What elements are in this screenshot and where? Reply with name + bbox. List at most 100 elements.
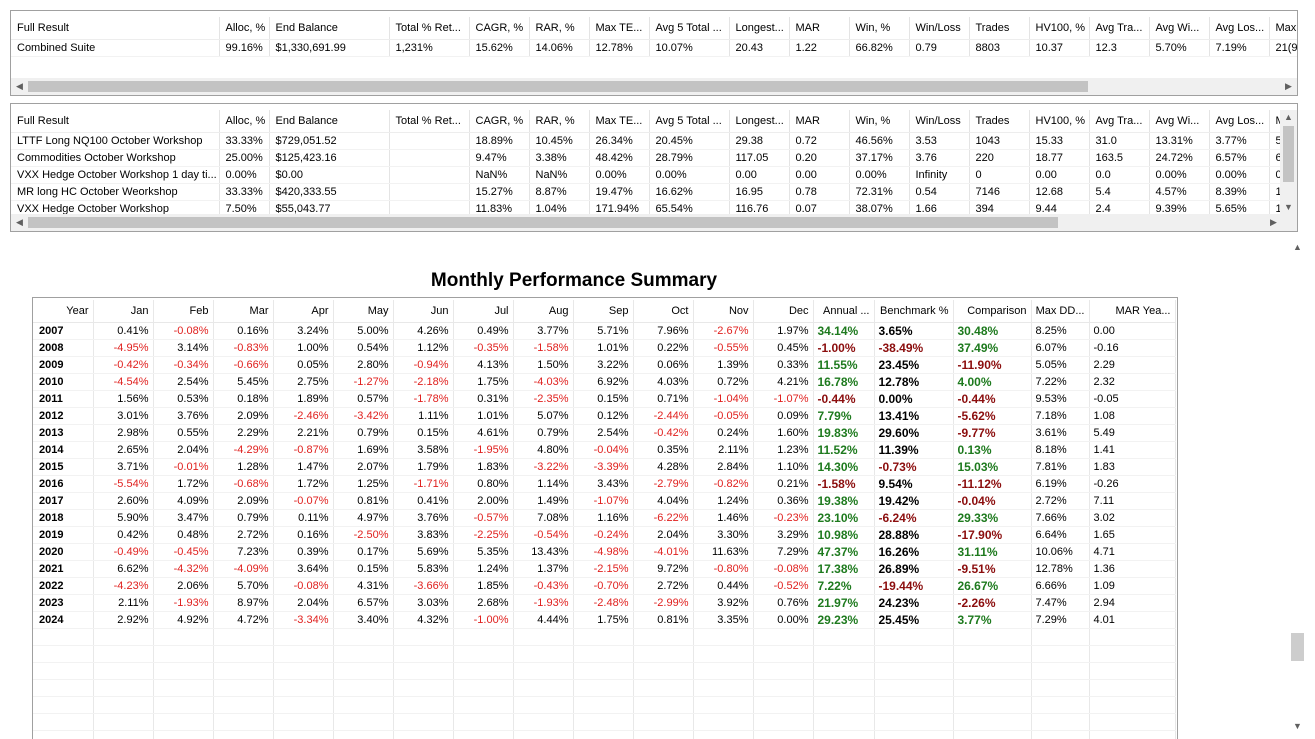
table-row[interactable]: MR long HC October Weorkshop 33.33% $420,3… — [11, 183, 1297, 201]
table-cell: 5.71% — [573, 322, 634, 340]
column-header[interactable]: Full Result — [11, 17, 220, 40]
column-header[interactable]: Sep — [573, 300, 634, 323]
column-header[interactable]: RAR, % — [529, 110, 590, 133]
table-row[interactable]: 2010 -4.54% 2.54% 5.45% 2.75% -1.27% -2.18% 1.7… — [33, 373, 1176, 391]
table-cell: -4.98% — [573, 543, 634, 561]
column-header[interactable]: Avg Tra... — [1089, 110, 1150, 133]
table-row[interactable]: 2007 0.41% -0.08% 0.16% 3.24% 5.00% 4.26% 0.49%… — [33, 322, 1176, 340]
table-cell: -11.90% — [953, 356, 1032, 374]
column-header[interactable]: Avg Wi... — [1149, 17, 1210, 40]
column-header[interactable]: Max — [1269, 17, 1297, 40]
column-header[interactable]: Avg 5 Total ... — [649, 110, 730, 133]
scroll-up-icon[interactable]: ▲ — [1293, 242, 1302, 252]
column-header[interactable]: Annual ... — [813, 300, 875, 323]
scroll-down-icon[interactable]: ▼ — [1293, 721, 1302, 731]
column-header[interactable]: Max TE... — [589, 17, 650, 40]
table-row[interactable]: 2013 2.98% 0.55% 2.29% 2.21% 0.79% 0.15% 4.61% 0… — [33, 424, 1176, 442]
table-row[interactable]: Combined Suite 99.16% $1,330,691.99 1,231% 1… — [11, 39, 1297, 57]
column-header[interactable]: Year — [33, 300, 94, 323]
table-cell: 1.04% — [529, 200, 590, 218]
column-header[interactable]: Total % Ret... — [389, 17, 470, 40]
table-row[interactable]: 2011 1.56% 0.53% 0.18% 1.89% 0.57% -1.78% 0.31%… — [33, 390, 1176, 408]
column-header[interactable]: Oct — [633, 300, 694, 323]
table-row[interactable]: 2020 -0.49% -0.45% 7.23% 0.39% 0.17% 5.69% 5.35… — [33, 543, 1176, 561]
summary-hscrollbar[interactable]: ◀ ▶ — [11, 78, 1297, 95]
column-header[interactable]: HV100, % — [1029, 110, 1090, 133]
column-header[interactable]: Avg 5 Total ... — [649, 17, 730, 40]
column-header[interactable]: HV100, % — [1029, 17, 1090, 40]
scroll-left-icon[interactable]: ◀ — [16, 217, 23, 227]
column-header[interactable]: MAR Yea... — [1089, 300, 1176, 323]
scroll-right-icon[interactable]: ▶ — [1270, 217, 1277, 227]
column-header[interactable]: Win, % — [849, 110, 910, 133]
table-row[interactable]: 2016 -5.54% 1.72% -0.68% 1.72% 1.25% -1.71% 0.8… — [33, 475, 1176, 493]
column-header[interactable]: Jun — [393, 300, 454, 323]
column-header[interactable]: Aug — [513, 300, 574, 323]
table-row[interactable]: 2021 6.62% -4.32% -4.09% 3.64% 0.15% 5.83% 1.24… — [33, 560, 1176, 578]
table-row[interactable]: 2019 0.42% 0.48% 2.72% 0.16% -2.50% 3.83% -2.25… — [33, 526, 1176, 544]
column-header[interactable]: Nov — [693, 300, 754, 323]
column-header[interactable]: Longest... — [729, 17, 790, 40]
column-header[interactable]: Win/Loss — [909, 110, 970, 133]
column-header[interactable]: Avg Los... — [1209, 110, 1270, 133]
page-vscrollbar[interactable]: ▲ ▼ — [1289, 240, 1306, 739]
table-cell: 12.3 — [1089, 39, 1150, 57]
column-header[interactable]: Avg Wi... — [1149, 110, 1210, 133]
column-header[interactable]: Win, % — [849, 17, 910, 40]
table-row[interactable]: 2015 3.71% -0.01% 1.28% 1.47% 2.07% 1.79% 1.83%… — [33, 458, 1176, 476]
systems-grid[interactable]: Full Result Alloc, % End Balance Total % Re… — [10, 103, 1298, 232]
column-header[interactable]: Comparison — [953, 300, 1032, 323]
column-header[interactable]: Max TE... — [589, 110, 650, 133]
column-header[interactable]: Mar — [213, 300, 274, 323]
column-header[interactable]: Trades — [969, 110, 1030, 133]
scrollbar-thumb[interactable] — [28, 217, 1058, 228]
column-header[interactable]: Dec — [753, 300, 814, 323]
scroll-down-icon[interactable]: ▼ — [1284, 202, 1293, 212]
column-header[interactable]: Jul — [453, 300, 514, 323]
scrollbar-thumb[interactable] — [1283, 126, 1294, 182]
column-header[interactable]: CAGR, % — [469, 17, 530, 40]
column-header[interactable]: CAGR, % — [469, 110, 530, 133]
summary-grid[interactable]: Full Result Alloc, % End Balance Total % Re… — [10, 10, 1298, 96]
column-header[interactable]: Jan — [93, 300, 154, 323]
column-header[interactable]: Avg Los... — [1209, 17, 1270, 40]
column-header[interactable]: Avg Tra... — [1089, 17, 1150, 40]
column-header[interactable]: Trades — [969, 17, 1030, 40]
table-row[interactable]: 2023 2.11% -1.93% 8.97% 2.04% 6.57% 3.03% 2.68%… — [33, 594, 1176, 612]
column-header[interactable]: Alloc, % — [219, 17, 270, 40]
scroll-left-icon[interactable]: ◀ — [16, 81, 23, 91]
column-header[interactable]: Feb — [153, 300, 214, 323]
scrollbar-thumb[interactable] — [1291, 633, 1304, 661]
column-header[interactable]: Apr — [273, 300, 334, 323]
column-header[interactable]: Full Result — [11, 110, 220, 133]
scroll-right-icon[interactable]: ▶ — [1285, 81, 1292, 91]
systems-vscrollbar[interactable]: ▲ ▼ — [1280, 110, 1297, 214]
column-header[interactable]: Max DD... — [1031, 300, 1090, 323]
column-header[interactable]: Benchmark % — [874, 300, 954, 323]
column-header[interactable]: MAR — [789, 17, 850, 40]
column-header[interactable]: May — [333, 300, 394, 323]
column-header[interactable]: End Balance — [269, 17, 390, 40]
table-row[interactable]: 2024 2.92% 4.92% 4.72% -3.34% 3.40% 4.32% -1.00… — [33, 611, 1176, 629]
table-row[interactable]: 2008 -4.95% 3.14% -0.83% 1.00% 0.54% 1.12% -0.3… — [33, 339, 1176, 357]
table-row[interactable]: VXX Hedge October Workshop 1 day ti... 0.… — [11, 166, 1297, 184]
column-header[interactable]: Longest... — [729, 110, 790, 133]
systems-hscrollbar[interactable]: ◀ ▶ — [11, 214, 1297, 231]
scroll-up-icon[interactable]: ▲ — [1284, 112, 1293, 122]
column-header[interactable]: Alloc, % — [219, 110, 270, 133]
column-header[interactable]: RAR, % — [529, 17, 590, 40]
table-row[interactable]: LTTF Long NQ100 October Workshop 33.33% $7… — [11, 132, 1297, 150]
table-row[interactable]: 2014 2.65% 2.04% -4.29% -0.87% 1.69% 3.58% -1.9… — [33, 441, 1176, 459]
table-row[interactable]: 2009 -0.42% -0.34% -0.66% 0.05% 2.80% -0.94% 4.… — [33, 356, 1176, 374]
column-header[interactable]: MAR — [789, 110, 850, 133]
table-row[interactable]: 2012 3.01% 3.76% 2.09% -2.46% -3.42% 1.11% 1.01… — [33, 407, 1176, 425]
table-row[interactable]: 2018 5.90% 3.47% 0.79% 0.11% 4.97% 3.76% -0.57%… — [33, 509, 1176, 527]
table-row[interactable]: 2022 -4.23% 2.06% 5.70% -0.08% 4.31% -3.66% 1.8… — [33, 577, 1176, 595]
column-header[interactable]: Win/Loss — [909, 17, 970, 40]
monthly-grid[interactable]: Year Jan Feb Mar Apr May Jun Jul Aug Sep Oct Nov Dec… — [32, 297, 1178, 739]
scrollbar-thumb[interactable] — [28, 81, 1088, 92]
column-header[interactable]: End Balance — [269, 110, 390, 133]
table-row[interactable]: 2017 2.60% 4.09% 2.09% -0.07% 0.81% 0.41% 2.00%… — [33, 492, 1176, 510]
table-row[interactable]: Commodities October Workshop 25.00% $125,4… — [11, 149, 1297, 167]
column-header[interactable]: Total % Ret... — [389, 110, 470, 133]
